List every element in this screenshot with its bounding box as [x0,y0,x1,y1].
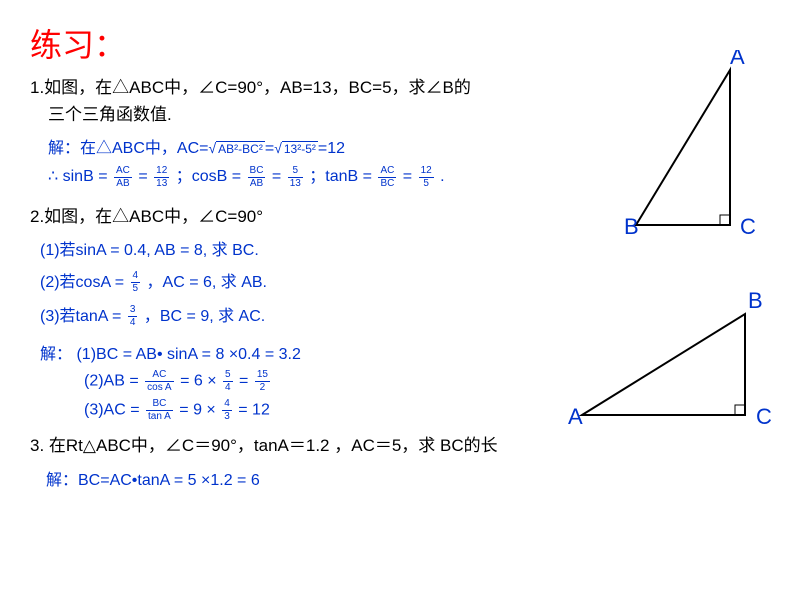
num: 5 [288,166,303,178]
svg-text:B: B [624,214,639,239]
num: 5 [223,370,233,382]
p1-therefore: ∴ sinB = [48,168,108,185]
fraction: 45 [131,271,141,294]
num: 3 [128,305,138,317]
p2-q2-pre: (2)若cosA = [40,274,124,291]
svg-text:A: A [730,50,745,69]
p2-q2-post: ，AC = 6, 求 AB. [147,274,268,291]
den: 3 [222,411,232,422]
sqrt-icon: 13²-5² [274,140,318,156]
p1-stem-line1: 1.如图，在△ABC中，∠C=90°，AB=13，BC=5，求∠B的 [30,78,471,97]
p2-q3-pre: (3)若tanA = [40,308,121,325]
sqrt-icon: AB²-BC² [208,140,264,156]
den: AB [248,178,266,189]
num: AC [145,370,173,382]
num: 15 [255,370,270,382]
p2-s3-post: = 12 [238,402,270,419]
fraction: 1213 [154,166,169,189]
den: 13 [154,178,169,189]
p1-cosB: ；cosB = [176,168,241,185]
fraction: 152 [255,370,270,393]
p1-sqrt-res: 12 [327,140,345,157]
den: 4 [223,382,233,393]
den: 5 [419,178,434,189]
svg-text:A: A [568,404,583,429]
p2-q3-post: ，BC = 9, 求 AC. [144,308,265,325]
p2-s2-eq: = [239,373,248,390]
den: 2 [255,382,270,393]
num: 4 [131,271,141,283]
num: BC [146,399,173,411]
fraction: ACcos A [145,370,173,393]
num: 12 [154,166,169,178]
svg-text:C: C [756,404,772,429]
fraction: BCAB [248,166,266,189]
fraction: ACBC [378,166,396,189]
p1-sqrt1: AB²-BC² [216,141,265,156]
den: AB [114,178,132,189]
p1-period: . [440,168,444,185]
p2-s3-pre: (3)AC = [84,402,140,419]
fraction: 513 [288,166,303,189]
den: 5 [131,283,141,294]
p3-stem: 3. 在Rt△ABC中，∠C＝90°，tanA＝1.2 ，AC＝5，求 BC的长 [30,436,498,455]
p2-s2-pre: (2)AB = [84,373,139,390]
den: BC [378,178,396,189]
p2-s3-mid: = 9 × [179,402,215,419]
p2-stem: 2.如图，在△ABC中，∠C=90° [30,207,263,226]
fraction: 43 [222,399,232,422]
triangle-1: A B C [620,50,780,255]
p2-sol-label: 解： [40,346,72,363]
num: BC [248,166,266,178]
svg-text:C: C [740,214,756,239]
fraction: 54 [223,370,233,393]
p2-s2-mid: = 6 × [180,373,216,390]
p1-sqrt2: 13²-5² [282,141,318,156]
den: 13 [288,178,303,189]
p1-sol-prefix: 解：在△ABC中，AC= [48,140,208,157]
num: 12 [419,166,434,178]
fraction: BCtan A [146,399,173,422]
p1-tanB: ；tanB = [309,168,372,185]
num: AC [114,166,132,178]
p3-solution: 解：BC=AC•tanA = 5 ×1.2 = 6 [46,466,770,490]
fraction: 34 [128,305,138,328]
num: AC [378,166,396,178]
svg-text:B: B [748,290,763,313]
den: cos A [145,382,173,393]
triangle-2: A B C [560,290,780,455]
p1-stem-line2: 三个三角函数值. [48,105,172,124]
num: 4 [222,399,232,411]
den: tan A [146,411,173,422]
p2-s1: (1)BC = AB• sinA = 8 ×0.4 = 3.2 [76,346,300,363]
fraction: 125 [419,166,434,189]
fraction: ACAB [114,166,132,189]
den: 4 [128,317,138,328]
